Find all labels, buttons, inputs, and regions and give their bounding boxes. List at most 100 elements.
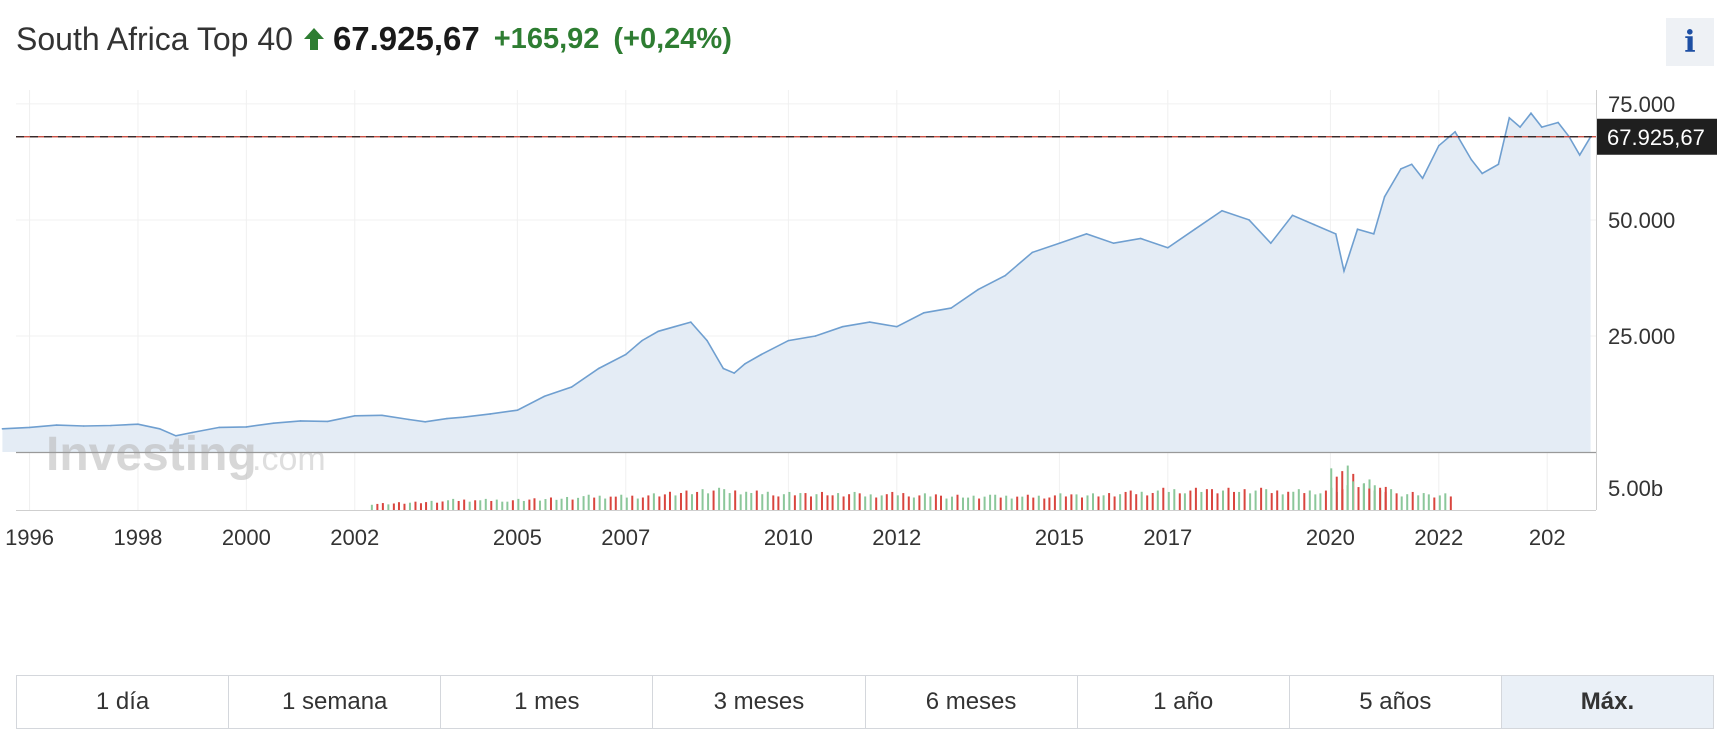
price-point <box>706 339 708 342</box>
volume-bar <box>392 503 395 510</box>
volume-bar <box>1227 487 1230 510</box>
volume-bar <box>1113 496 1116 510</box>
volume-bar <box>1211 489 1214 510</box>
volume-bar <box>376 503 379 510</box>
price-point <box>82 425 85 427</box>
x-tick-label: 2020 <box>1306 525 1355 550</box>
volume-bar <box>479 500 482 510</box>
volume-tick-label: 5.00b <box>1608 476 1663 501</box>
volume-bar <box>1433 497 1436 510</box>
range-button-3[interactable]: 3 meses <box>653 676 866 728</box>
volume-bar <box>1330 468 1333 510</box>
volume-bar <box>1379 487 1382 510</box>
volume-bar <box>1124 491 1127 510</box>
volume-bar <box>593 497 596 510</box>
range-button-4[interactable]: 6 meses <box>866 676 1078 728</box>
volume-bar <box>853 491 856 510</box>
volume-bar <box>1254 490 1257 510</box>
volume-bar <box>842 496 845 510</box>
volume-bar <box>1438 495 1441 510</box>
volume-bar <box>880 495 883 510</box>
volume-bar <box>495 499 498 510</box>
price-point <box>1269 242 1272 244</box>
price-point <box>218 426 221 429</box>
time-range-selector: 1 día 1 semana 1 mes 3 meses 6 meses 1 año 5 a… <box>16 675 1714 729</box>
volume-bar <box>1151 492 1154 510</box>
volume-bar <box>1108 493 1111 510</box>
volume-bar <box>690 494 693 510</box>
price-point <box>1139 237 1142 240</box>
price-point <box>868 321 871 323</box>
volume-bar <box>370 504 373 510</box>
current-price-marker: 67.925,67 <box>16 118 1717 155</box>
price-point <box>1421 177 1424 179</box>
volume-bar <box>896 495 899 510</box>
volume-bar <box>555 499 558 510</box>
price-point <box>1221 209 1223 212</box>
volume-bar <box>663 494 666 510</box>
price-point <box>110 424 112 427</box>
volume-bar <box>1395 493 1398 510</box>
volume-bar <box>1373 490 1376 510</box>
range-button-0[interactable]: 1 día <box>17 676 230 728</box>
volume-bar <box>577 497 580 510</box>
price-point <box>1335 233 1337 235</box>
price-point <box>1194 228 1196 231</box>
price-point <box>787 339 790 342</box>
price-point <box>570 386 573 388</box>
price-point <box>673 325 676 328</box>
volume-bar <box>625 497 628 510</box>
volume-bar <box>864 496 867 510</box>
price-point <box>1313 223 1315 226</box>
volume-bar <box>750 492 753 510</box>
volume-bar <box>631 495 634 510</box>
price-point <box>1291 214 1294 217</box>
price-point <box>1578 154 1581 156</box>
price-area <box>1 111 1592 452</box>
x-tick-label: 2010 <box>764 525 813 550</box>
price-point <box>641 339 643 342</box>
volume-bar <box>950 496 953 510</box>
current-price-label: 67.925,67 <box>1607 125 1705 150</box>
volume-bar <box>582 496 585 510</box>
volume-bar <box>647 495 650 510</box>
volume-bar <box>1260 487 1263 510</box>
volume-bar <box>956 494 959 510</box>
range-button-7[interactable]: Máx. <box>1501 676 1713 728</box>
volume-bar <box>1026 494 1029 510</box>
volume-bar <box>1053 495 1056 510</box>
volume-bar <box>1167 491 1170 510</box>
volume-bar <box>1178 493 1181 510</box>
volume-bar <box>528 499 531 510</box>
info-button[interactable]: i <box>1666 18 1714 66</box>
price-change: +165,92 <box>493 22 600 55</box>
range-button-5[interactable]: 1 año <box>1078 676 1290 728</box>
volume-bar <box>1417 495 1420 510</box>
volume-bar <box>549 497 552 510</box>
price-point <box>814 335 817 337</box>
price-chart[interactable]: Investing .com 1996 1998 2000 2002 2005 2007 2… <box>0 80 1730 650</box>
volume-bar <box>1070 494 1073 510</box>
range-button-6[interactable]: 5 años <box>1290 676 1502 728</box>
arrow-up-icon <box>303 26 325 52</box>
volume-bar <box>1222 490 1225 510</box>
volume-bar <box>793 495 796 510</box>
volume-bar <box>1037 495 1040 510</box>
volume-bar <box>712 490 715 510</box>
volume-bar <box>658 496 661 510</box>
volume-bar <box>1357 487 1360 510</box>
volume-bar <box>587 494 590 510</box>
volume-bar <box>1146 495 1149 510</box>
range-button-2[interactable]: 1 mes <box>441 676 654 728</box>
info-icon: i <box>1684 24 1696 60</box>
price-point <box>55 424 58 426</box>
volume-bar <box>707 493 710 510</box>
price-point <box>1470 158 1473 161</box>
volume-bar <box>1183 493 1186 510</box>
price-point <box>1438 144 1440 147</box>
range-button-1[interactable]: 1 semana <box>229 676 442 728</box>
current-price-tag <box>1597 118 1717 155</box>
volume-bar <box>685 490 688 510</box>
volume-bar <box>745 491 748 510</box>
volume-bar <box>1314 494 1317 510</box>
